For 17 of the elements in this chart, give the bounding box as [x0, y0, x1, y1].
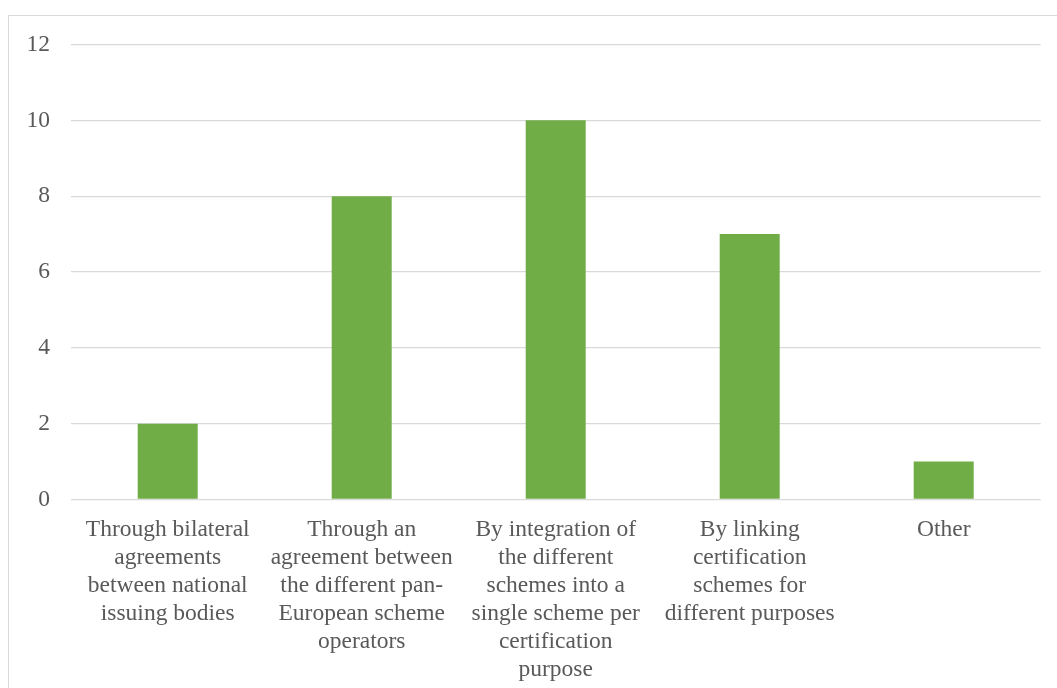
y-tick-label: 6	[38, 257, 51, 284]
x-tick-label: Through an agreement between the different pan-European scheme operators	[270, 514, 453, 653]
bar	[525, 120, 586, 499]
y-tick-label: 4	[38, 333, 51, 360]
bar	[913, 461, 974, 499]
y-tick-label: 8	[38, 181, 50, 208]
x-tick-label: Other	[916, 514, 971, 541]
bar	[719, 234, 780, 499]
x-tick-label: By integration of the different schemes into a single scheme per certification purpose	[471, 514, 641, 681]
x-tick-label: By linking certification schemes for different purposes	[664, 514, 835, 625]
y-tick-label: 10	[26, 105, 50, 132]
bar	[137, 423, 198, 499]
x-tick-label: Through bilateral agreements between national issuing bodies	[85, 514, 251, 625]
y-tick-label: 2	[38, 408, 50, 435]
y-tick-label: 0	[38, 484, 50, 511]
y-tick-label: 12	[26, 29, 50, 56]
bar	[331, 196, 392, 499]
